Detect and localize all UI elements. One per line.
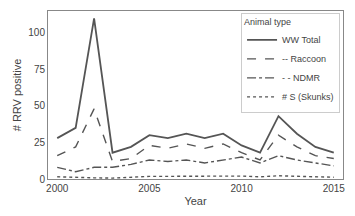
svg-text:WW Total: WW Total bbox=[282, 35, 320, 45]
svg-text:2005: 2005 bbox=[138, 183, 161, 194]
svg-text:Animal type: Animal type bbox=[244, 17, 291, 27]
svg-text:75: 75 bbox=[34, 64, 46, 75]
svg-text:0: 0 bbox=[39, 174, 45, 185]
svg-text:2015: 2015 bbox=[323, 183, 346, 194]
svg-text:2010: 2010 bbox=[230, 183, 253, 194]
svg-text:2000: 2000 bbox=[46, 183, 69, 194]
svg-text:100: 100 bbox=[28, 27, 45, 38]
svg-text:- - NDMR: - - NDMR bbox=[282, 73, 320, 83]
svg-text:50: 50 bbox=[34, 100, 46, 111]
svg-text:25: 25 bbox=[34, 137, 46, 148]
svg-text:# S (Skunks): # S (Skunks) bbox=[282, 92, 334, 102]
svg-text:Year: Year bbox=[184, 195, 207, 207]
svg-text:# RRV positive: # RRV positive bbox=[11, 59, 23, 132]
svg-text:-- Raccoon: -- Raccoon bbox=[282, 54, 326, 64]
